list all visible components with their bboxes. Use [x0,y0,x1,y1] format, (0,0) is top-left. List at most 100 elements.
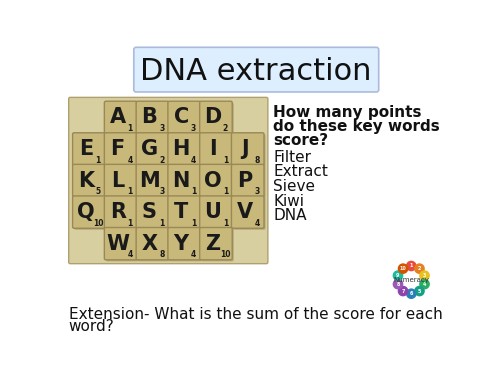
FancyBboxPatch shape [168,196,200,228]
Text: 1: 1 [410,264,413,268]
FancyBboxPatch shape [170,103,202,135]
Text: Sieve: Sieve [274,179,316,194]
Text: G: G [141,139,158,159]
FancyBboxPatch shape [136,228,168,260]
Text: N: N [172,171,190,190]
Text: O: O [204,171,222,190]
Text: Q: Q [77,202,94,222]
FancyBboxPatch shape [138,229,170,261]
FancyBboxPatch shape [168,228,200,260]
Text: A: A [110,107,126,128]
Circle shape [406,261,416,271]
Text: 1: 1 [128,187,132,196]
Text: DNA: DNA [274,208,307,223]
Text: L: L [111,171,124,190]
FancyBboxPatch shape [74,166,106,198]
Text: Z: Z [206,234,220,254]
FancyBboxPatch shape [138,103,170,135]
Text: 9: 9 [396,273,400,278]
Circle shape [394,279,402,289]
FancyBboxPatch shape [168,164,200,197]
FancyBboxPatch shape [68,98,268,264]
Text: DNA extraction: DNA extraction [140,57,372,86]
Text: score?: score? [274,133,328,148]
Text: 3: 3 [159,124,164,133]
FancyBboxPatch shape [104,101,137,134]
FancyBboxPatch shape [201,166,234,198]
Text: 4: 4 [254,219,260,228]
FancyBboxPatch shape [106,103,138,135]
Text: 3: 3 [423,273,426,278]
FancyBboxPatch shape [201,229,234,261]
Text: 5: 5 [418,289,421,294]
FancyBboxPatch shape [168,133,200,165]
Text: B: B [142,107,158,128]
FancyBboxPatch shape [232,133,264,165]
Text: Filter: Filter [274,150,312,165]
Text: P: P [237,171,252,190]
Text: 4: 4 [191,156,196,165]
FancyBboxPatch shape [168,101,200,134]
FancyBboxPatch shape [200,133,232,165]
FancyBboxPatch shape [201,103,234,135]
Text: 1: 1 [96,156,101,165]
Text: V: V [236,202,253,222]
Text: C: C [174,107,189,128]
Circle shape [415,264,424,273]
FancyBboxPatch shape [104,228,137,260]
Text: 4: 4 [128,156,132,165]
FancyBboxPatch shape [106,134,138,166]
Text: I: I [209,139,217,159]
FancyBboxPatch shape [104,164,137,197]
FancyBboxPatch shape [134,47,378,92]
FancyBboxPatch shape [201,134,234,166]
Text: 3: 3 [191,124,196,133]
Text: Kiwi: Kiwi [274,194,304,208]
Text: J: J [241,139,248,159]
Text: D: D [204,107,222,128]
FancyBboxPatch shape [200,196,232,228]
Text: 7: 7 [402,289,404,294]
Circle shape [392,261,430,299]
Text: 3: 3 [254,187,260,196]
Text: 8: 8 [396,282,400,286]
Text: E: E [79,139,93,159]
Text: 10: 10 [93,219,104,228]
Text: 4: 4 [128,250,132,259]
FancyBboxPatch shape [72,196,105,228]
Text: Extract: Extract [274,164,328,179]
FancyBboxPatch shape [233,134,266,166]
FancyBboxPatch shape [232,196,264,228]
Text: 3: 3 [159,187,164,196]
FancyBboxPatch shape [170,134,202,166]
Text: How many points: How many points [274,105,422,120]
FancyBboxPatch shape [200,228,232,260]
Text: Extension- What is the sum of the score for each: Extension- What is the sum of the score … [68,307,442,322]
Text: 5: 5 [96,187,101,196]
Text: R: R [110,202,126,222]
Text: H: H [172,139,190,159]
FancyBboxPatch shape [136,133,168,165]
Circle shape [394,271,402,280]
Text: 10: 10 [220,250,230,259]
Text: 1: 1 [191,187,196,196]
Text: X: X [142,234,158,254]
Text: S: S [142,202,157,222]
FancyBboxPatch shape [106,166,138,198]
Text: 1: 1 [128,219,132,228]
FancyBboxPatch shape [136,101,168,134]
FancyBboxPatch shape [138,134,170,166]
Text: 8: 8 [254,156,260,165]
FancyBboxPatch shape [136,196,168,228]
FancyBboxPatch shape [232,164,264,197]
FancyBboxPatch shape [104,133,137,165]
FancyBboxPatch shape [72,133,105,165]
Text: word?: word? [68,319,114,334]
Circle shape [420,279,429,289]
FancyBboxPatch shape [138,166,170,198]
Text: 2: 2 [222,124,228,133]
Text: 1: 1 [128,124,132,133]
Circle shape [398,286,407,296]
Text: K: K [78,171,94,190]
FancyBboxPatch shape [201,198,234,230]
